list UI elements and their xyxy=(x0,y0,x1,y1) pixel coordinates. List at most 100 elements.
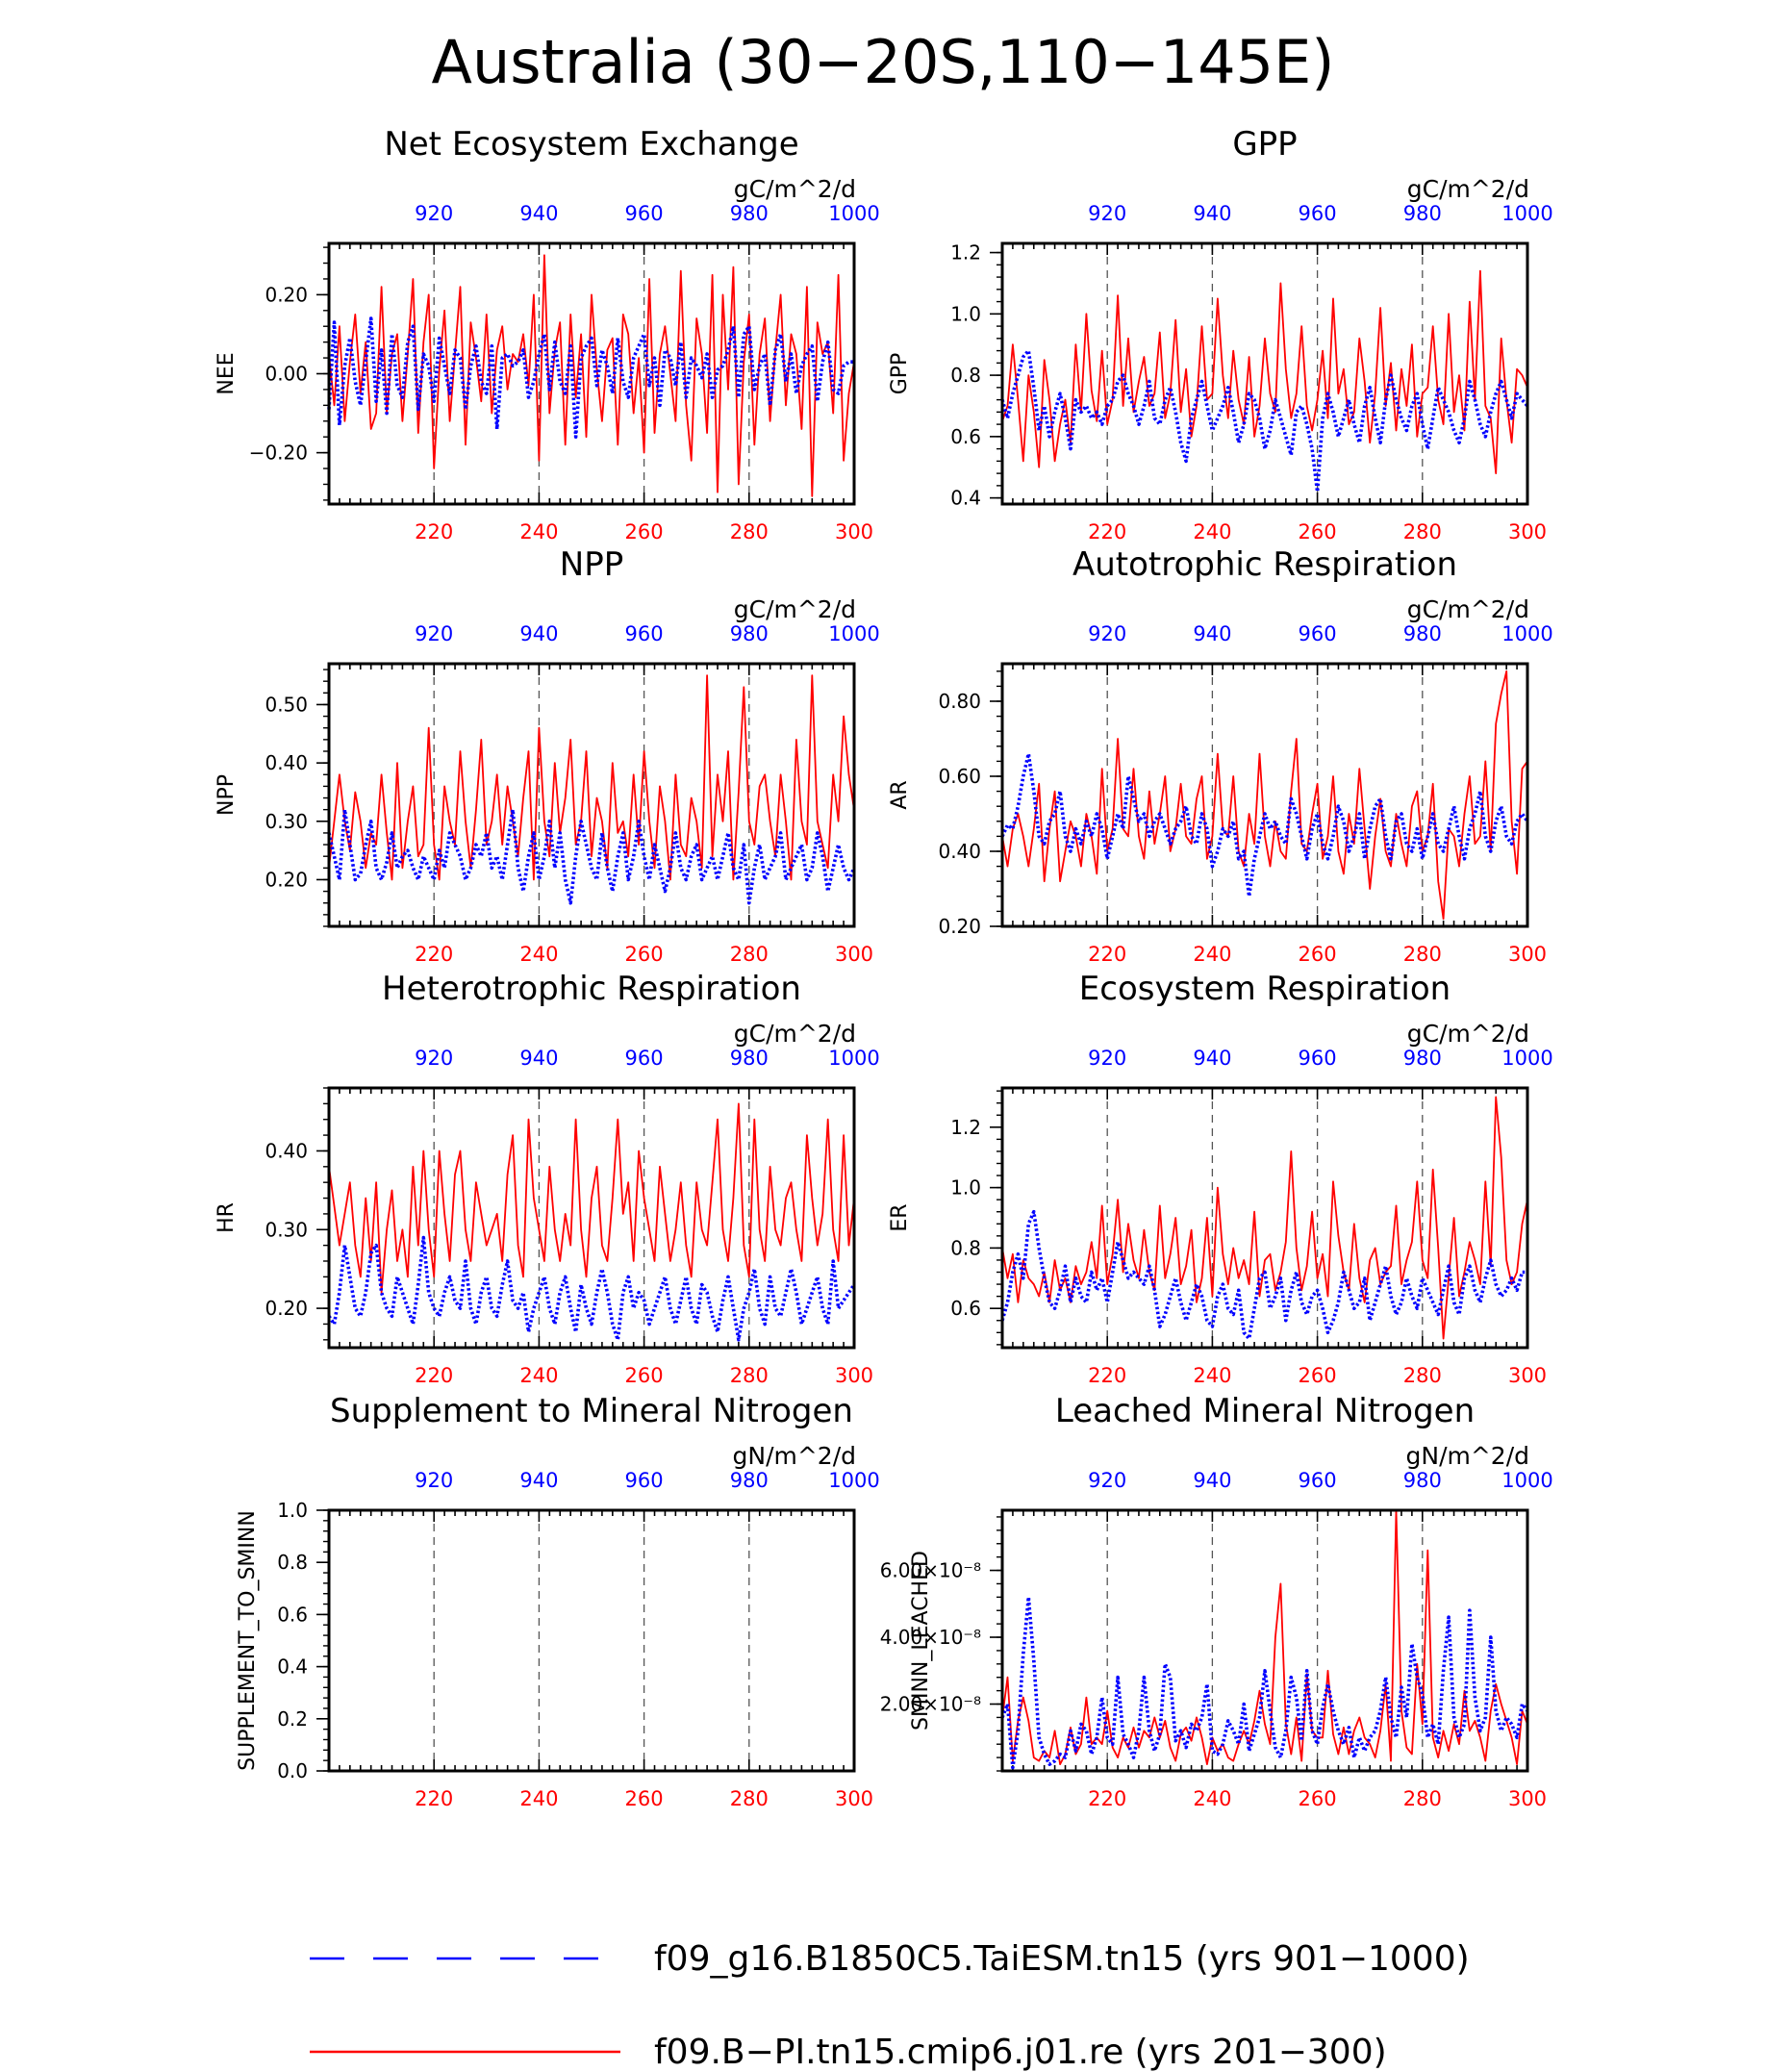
y-tick-label: 0.50 xyxy=(265,693,308,716)
x-top-tick-label: 980 xyxy=(1403,1469,1442,1492)
series-line-cmip6 xyxy=(1001,269,1528,475)
x-bottom-tick-label: 280 xyxy=(1403,520,1442,543)
plot-frame xyxy=(327,662,856,928)
panel-7: Supplement to Mineral Nitrogen gN/m^2/d 22… xyxy=(236,1392,880,1810)
series-line-cmip6 xyxy=(328,254,855,497)
series-line-cmip6 xyxy=(1001,1509,1528,1765)
panel-title: NPP xyxy=(560,545,623,584)
plot-frame xyxy=(327,241,856,506)
panel-title: Autotrophic Respiration xyxy=(1072,545,1457,584)
y-tick-label: 0.2 xyxy=(277,1707,308,1731)
y-axis-label: SMINN_LEACHED xyxy=(909,1551,933,1731)
x-bottom-tick-label: 240 xyxy=(1193,520,1231,543)
y-axis-label: AR xyxy=(888,780,912,809)
y-tick-label: 0.20 xyxy=(265,283,308,306)
y-tick-label: 0.6 xyxy=(277,1603,308,1626)
panel-title: Ecosystem Respiration xyxy=(1079,970,1451,1008)
x-top-tick-label: 920 xyxy=(1088,202,1126,225)
y-tick-label: 0.40 xyxy=(938,840,981,863)
y-tick-label: 0.0 xyxy=(277,1759,308,1782)
series-line-cmip6 xyxy=(328,674,855,881)
x-top-tick-label: 980 xyxy=(730,622,769,645)
y-tick-label: 0.4 xyxy=(950,487,981,510)
plot-frame xyxy=(1000,241,1529,506)
y-tick-label: 0.30 xyxy=(265,1218,308,1241)
x-bottom-tick-label: 280 xyxy=(730,520,769,543)
x-bottom-tick-label: 240 xyxy=(519,1787,558,1810)
x-top-tick-label: 960 xyxy=(1299,1047,1337,1070)
y-tick-label: 0.40 xyxy=(265,751,308,774)
panel-8: Leached Mineral Nitrogen gN/m^2/d 220 240 26… xyxy=(880,1392,1553,1810)
x-bottom-tick-label: 240 xyxy=(1193,1787,1231,1810)
x-bottom-tick-label: 220 xyxy=(1088,520,1126,543)
y-tick-label: 0.30 xyxy=(265,810,308,833)
panel-title: GPP xyxy=(1232,125,1297,164)
panel-4: Autotrophic Respiration gC/m^2/d 220 240 260… xyxy=(888,545,1553,966)
panel-1: Net Ecosystem Exchange gC/m^2/d 220 240 260 2… xyxy=(214,125,880,543)
x-bottom-tick-label: 280 xyxy=(1403,1364,1442,1387)
x-top-tick-label: 920 xyxy=(415,622,453,645)
x-bottom-tick-label: 280 xyxy=(730,1364,769,1387)
y-tick-label: 0.80 xyxy=(938,690,981,713)
x-top-tick-label: 920 xyxy=(1088,1469,1126,1492)
panel-2: GPP gC/m^2/d 220 240 260 280 300 920 940 960 980 10… xyxy=(888,125,1553,543)
x-top-tick-label: 920 xyxy=(415,202,453,225)
series-line-taiesm xyxy=(1000,348,1529,494)
x-top-tick-label: 940 xyxy=(519,1469,558,1492)
y-tick-label: 0.40 xyxy=(265,1139,308,1162)
y-tick-label: 6.00×10⁻⁸ xyxy=(880,1559,981,1582)
x-top-tick-label: 980 xyxy=(730,1469,769,1492)
x-bottom-tick-label: 280 xyxy=(730,943,769,966)
x-top-tick-label: 920 xyxy=(415,1469,453,1492)
units-label: gN/m^2/d xyxy=(733,1442,857,1470)
panel-grid: Net Ecosystem Exchange gC/m^2/d 220 240 260 2… xyxy=(214,125,1553,1810)
x-top-tick-label: 960 xyxy=(625,622,664,645)
y-tick-label: 1.2 xyxy=(950,1116,981,1139)
y-tick-label: 0.8 xyxy=(277,1551,308,1574)
units-label: gC/m^2/d xyxy=(1407,1020,1529,1048)
x-bottom-tick-label: 220 xyxy=(1088,1787,1126,1810)
y-tick-label: 0.6 xyxy=(950,1297,981,1320)
panel-title: Supplement to Mineral Nitrogen xyxy=(330,1392,853,1430)
y-tick-label: 1.0 xyxy=(277,1499,308,1522)
panel-6: Ecosystem Respiration gC/m^2/d 220 240 260 28… xyxy=(888,970,1553,1387)
x-bottom-tick-label: 300 xyxy=(835,1787,873,1810)
y-axis-label: GPP xyxy=(888,353,912,395)
panel-3: NPP gC/m^2/d 220 240 260 280 300 920 940 960 980 10… xyxy=(214,545,880,966)
legend-label-2: f09.B−PI.tn15.cmip6.j01.re (yrs 201−300) xyxy=(654,2033,1387,2072)
x-bottom-tick-label: 260 xyxy=(625,1364,664,1387)
units-label: gC/m^2/d xyxy=(734,175,856,203)
y-tick-label: 1.0 xyxy=(950,1176,981,1200)
series-line-taiesm xyxy=(1000,751,1529,898)
panel-title: Heterotrophic Respiration xyxy=(382,970,801,1008)
x-top-tick-label: 960 xyxy=(625,202,664,225)
panel-title: Net Ecosystem Exchange xyxy=(384,125,798,164)
x-bottom-tick-label: 220 xyxy=(415,520,453,543)
x-top-tick-label: 1000 xyxy=(1501,1469,1552,1492)
legend: f09_g16.B1850C5.TaiESM.tn15 (yrs 901−100… xyxy=(310,1939,1470,2072)
x-top-tick-label: 960 xyxy=(1299,622,1337,645)
units-label: gC/m^2/d xyxy=(1407,595,1529,623)
y-axis-label: HR xyxy=(214,1202,239,1233)
x-bottom-tick-label: 260 xyxy=(1299,1787,1337,1810)
x-top-tick-label: 1000 xyxy=(1501,1047,1552,1070)
x-top-tick-label: 940 xyxy=(519,622,558,645)
y-tick-label: 1.0 xyxy=(950,302,981,325)
units-label: gC/m^2/d xyxy=(1407,175,1529,203)
x-top-tick-label: 1000 xyxy=(828,1469,879,1492)
x-top-tick-label: 960 xyxy=(1299,1469,1337,1492)
plot-frame xyxy=(327,1508,856,1773)
x-top-tick-label: 940 xyxy=(519,1047,558,1070)
y-tick-label: 0.6 xyxy=(950,425,981,448)
y-tick-label: 0.20 xyxy=(265,868,308,891)
x-bottom-tick-label: 300 xyxy=(1508,1787,1547,1810)
x-bottom-tick-label: 220 xyxy=(1088,943,1126,966)
y-axis-label: NPP xyxy=(214,774,239,816)
x-bottom-tick-label: 300 xyxy=(1508,1364,1547,1387)
x-bottom-tick-label: 260 xyxy=(625,520,664,543)
x-top-tick-label: 1000 xyxy=(828,622,879,645)
x-bottom-tick-label: 300 xyxy=(1508,520,1547,543)
x-top-tick-label: 940 xyxy=(519,202,558,225)
x-bottom-tick-label: 260 xyxy=(1299,943,1337,966)
